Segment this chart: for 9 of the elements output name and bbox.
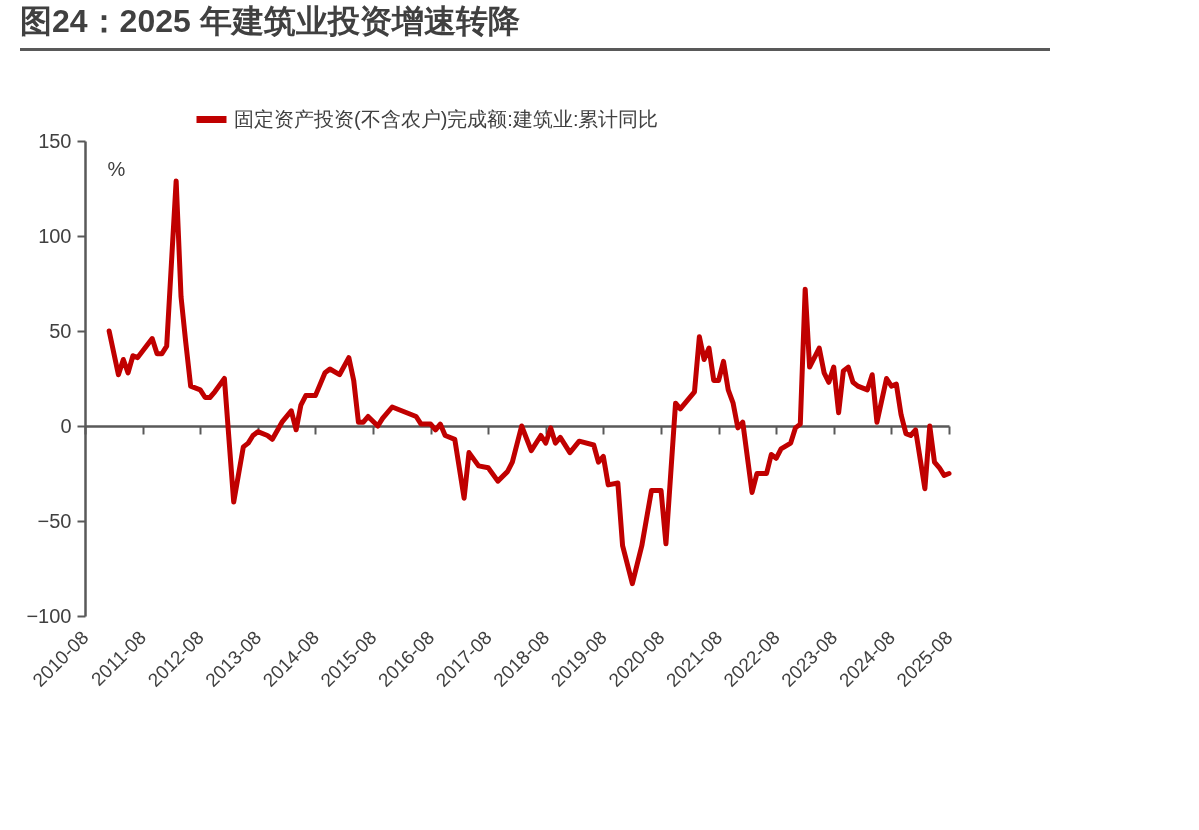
legend-label: 固定资产投资(不含农户)完成额:建筑业:累计同比 bbox=[234, 107, 659, 130]
chart-title: 图24：2025 年建筑业投资增速转降 bbox=[20, 0, 1050, 51]
y-tick-label: −100 bbox=[26, 604, 72, 627]
y-tick-label: 150 bbox=[38, 129, 72, 152]
y-axis-title: % bbox=[107, 157, 126, 180]
y-tick-label: −50 bbox=[37, 509, 72, 532]
y-tick-label: 50 bbox=[49, 319, 72, 342]
y-tick-label: 0 bbox=[60, 414, 72, 437]
y-tick-label: 100 bbox=[38, 224, 72, 247]
